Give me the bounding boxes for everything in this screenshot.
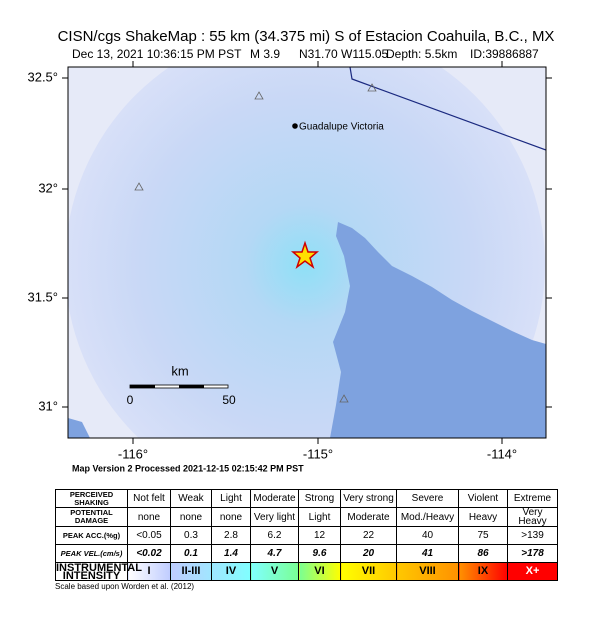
legend-cell: Severe xyxy=(396,489,459,508)
legend-cell: 4.7 xyxy=(250,544,299,563)
legend-row: INSTRUMENTAL INTENSITY I II-III IV V VI VII VII… xyxy=(55,561,558,582)
scale-label: 0 xyxy=(127,393,134,407)
legend-cell: none xyxy=(211,507,251,527)
legend-cell: 0.1 xyxy=(170,544,212,563)
subtitle-part: ID:39886887 xyxy=(470,47,539,61)
map-frame xyxy=(67,66,547,439)
epicenter xyxy=(290,240,320,270)
legend-cell: 2.8 xyxy=(211,526,251,545)
legend-cell: none xyxy=(170,507,212,527)
scale-bar xyxy=(129,384,229,389)
legend-cell: <0.05 xyxy=(127,526,171,545)
legend-cell: X+ xyxy=(507,562,558,581)
legend-cell: Not felt xyxy=(127,489,171,508)
gulf-water xyxy=(330,222,546,438)
legend-cell: Moderate xyxy=(340,507,397,527)
lon-label: -116° xyxy=(118,446,148,461)
legend-cell: 22 xyxy=(340,526,397,545)
scale-label: 50 xyxy=(222,393,236,407)
legend-row: POTENTIAL DAMAGE none none none Very light Li… xyxy=(55,507,558,527)
legend-cell: I xyxy=(127,562,171,581)
legend-cell: 1.4 xyxy=(211,544,251,563)
frame-ticks xyxy=(62,61,552,444)
legend-cell: Weak xyxy=(170,489,212,508)
legend-cell: Very strong xyxy=(340,489,397,508)
legend-cell: V xyxy=(250,562,299,581)
row-label: PEAK VEL.(cm/s) xyxy=(55,544,128,563)
legend-cell: Moderate xyxy=(250,489,299,508)
scale-unit: km xyxy=(171,363,188,378)
legend-cell: Light xyxy=(211,489,251,508)
legend-cell: Very Heavy xyxy=(507,507,558,527)
legend-note: Scale based upon Worden et al. (2012) xyxy=(55,582,195,591)
legend-cell: 6.2 xyxy=(250,526,299,545)
legend-row: PEAK ACC.(%g) <0.05 0.3 2.8 6.2 12 22 40 75 >139 xyxy=(55,526,558,545)
legend-cell: IX xyxy=(458,562,508,581)
subtitle-part: Depth: 5.5km xyxy=(386,47,457,61)
row-label: INSTRUMENTAL INTENSITY xyxy=(55,561,142,582)
stations xyxy=(134,83,377,403)
legend-cell: IV xyxy=(211,562,251,581)
legend-cell: 9.6 xyxy=(298,544,341,563)
legend-cell: Violent xyxy=(458,489,508,508)
legend-cell: 86 xyxy=(458,544,508,563)
map-version: Map Version 2 Processed 2021-12-15 02:15… xyxy=(72,463,304,473)
legend-cell: 41 xyxy=(396,544,459,563)
lon-label: -114° xyxy=(487,446,517,461)
legend-cell: <0.02 xyxy=(127,544,171,563)
legend-cell: 20 xyxy=(340,544,397,563)
legend-cell: Heavy xyxy=(458,507,508,527)
lat-label: 32.5° xyxy=(27,69,58,84)
legend-cell: VII xyxy=(340,562,397,581)
subtitle-part: Dec 13, 2021 10:36:15 PM PST xyxy=(72,47,242,61)
border xyxy=(349,67,546,151)
legend-cell: 12 xyxy=(298,526,341,545)
legend-cell: Mod./Heavy xyxy=(396,507,459,527)
legend-cell: Very light xyxy=(250,507,299,527)
lat-label: 32° xyxy=(38,180,58,195)
legend-cell: II-III xyxy=(170,562,212,581)
legend-cell: none xyxy=(127,507,171,527)
legend-cell: >178 xyxy=(507,544,558,563)
legend-cell: Extreme xyxy=(507,489,558,508)
row-label: POTENTIAL DAMAGE xyxy=(55,507,128,527)
legend-cell: 75 xyxy=(458,526,508,545)
subtitle-part: M 3.9 xyxy=(250,47,280,61)
city-label: Guadalupe Victoria xyxy=(299,122,384,133)
lat-label: 31.5° xyxy=(27,289,58,304)
legend-cell: VI xyxy=(298,562,341,581)
city-dot xyxy=(292,123,298,129)
subtitle-part: N31.70 W115.05 xyxy=(299,47,388,61)
row-label: PERCEIVED SHAKING xyxy=(55,489,128,508)
legend-cell: Strong xyxy=(298,489,341,508)
lat-label: 31° xyxy=(38,398,58,413)
legend-row: PERCEIVED SHAKING Not felt Weak Light Modera… xyxy=(55,489,558,508)
ocean-water xyxy=(68,418,90,438)
legend-cell: VIII xyxy=(396,562,459,581)
lon-label: -115° xyxy=(303,446,333,461)
legend-cell: Light xyxy=(298,507,341,527)
legend-row: PEAK VEL.(cm/s) <0.02 0.1 1.4 4.7 9.6 20 41 86 >1… xyxy=(55,544,558,563)
intensity-legend: PERCEIVED SHAKING Not felt Weak Light Modera… xyxy=(55,489,558,581)
legend-cell: >139 xyxy=(507,526,558,545)
title: CISN/cgs ShakeMap : 55 km (34.375 mi) S … xyxy=(58,28,555,45)
row-label: PEAK ACC.(%g) xyxy=(55,526,128,545)
legend-cell: 40 xyxy=(396,526,459,545)
legend-cell: 0.3 xyxy=(170,526,212,545)
map: Guadalupe Victoria km 0 50 xyxy=(68,67,546,438)
